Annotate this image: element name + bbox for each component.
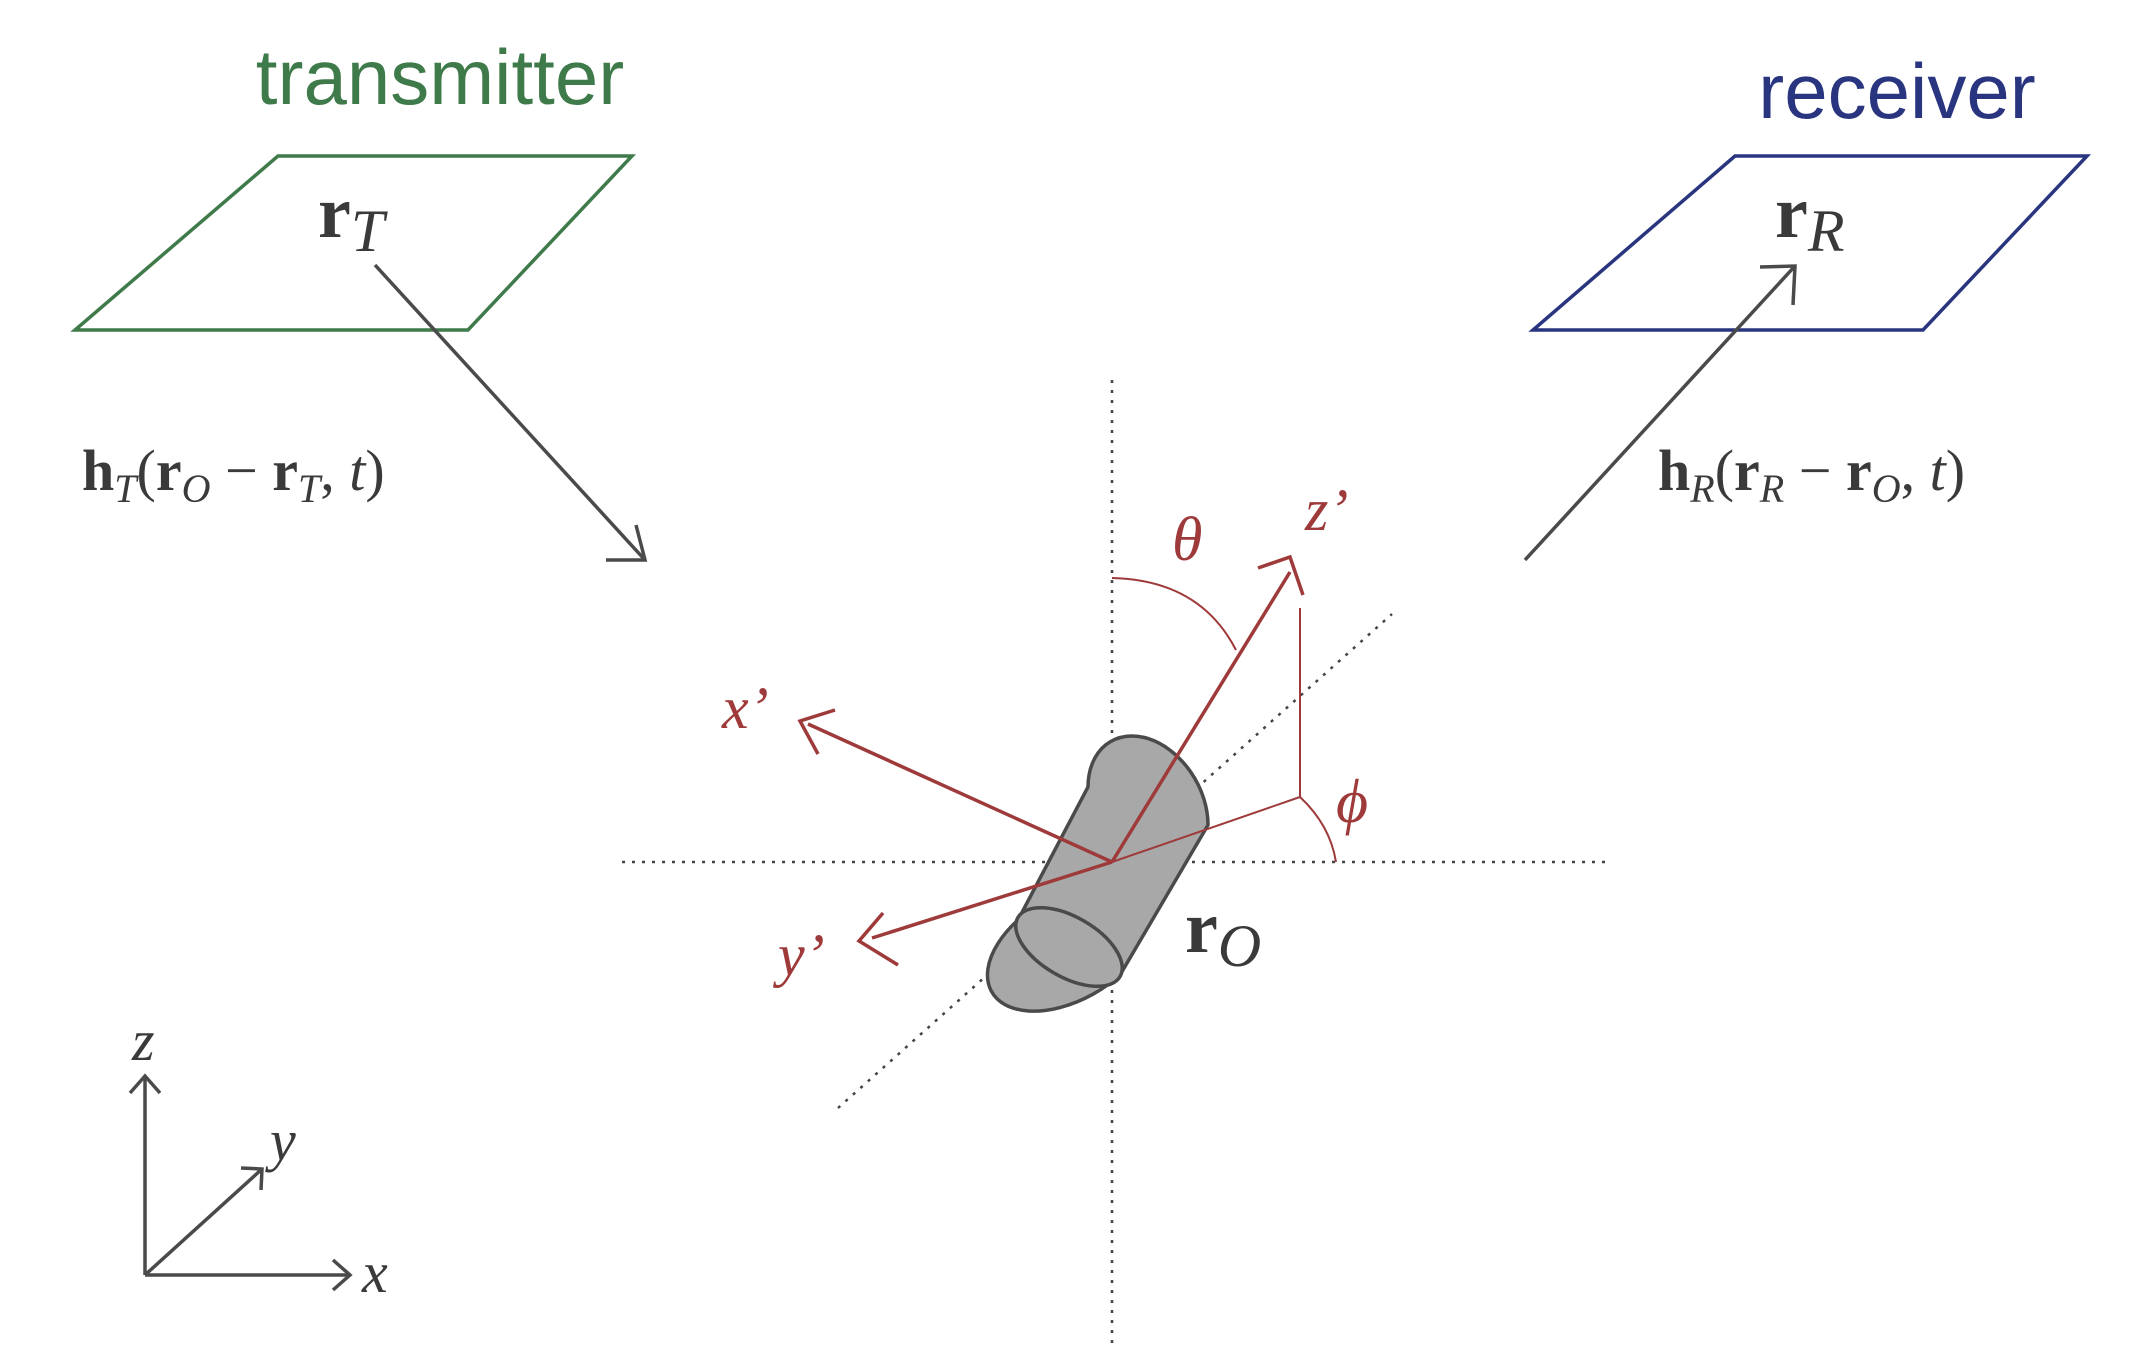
theta-label: θ [1172,506,1202,574]
receiver-title: receiver [1758,47,2035,135]
phi-label: ϕ [1336,768,1368,836]
receiver-arrowhead [1759,264,1797,306]
y-prime-arrowhead [856,911,899,967]
world-z-label: z [131,1008,155,1073]
receiver-plane [1528,154,2092,332]
world-y-label: y [265,1108,296,1173]
x-prime-arrowhead [797,708,836,755]
transmitter-arrowhead [606,524,648,562]
z-prime-label: z’ [1304,477,1348,543]
world-axes [128,1073,353,1292]
z-prime-arrowhead [1257,554,1305,596]
y-prime-axis [871,860,1113,940]
y-prime-label: y’ [772,922,825,988]
world-z-arrowhead [128,1073,162,1095]
transmitter-plane [70,154,637,332]
x-prime-axis [807,722,1113,864]
x-prime-label: x’ [721,675,769,741]
object-position-label: rO [1185,887,1261,979]
transmitter-title: transmitter [256,33,624,121]
world-y-arrowhead [240,1166,264,1191]
transmitter-to-object-arrow [373,263,647,562]
body-frame [797,554,1337,967]
object-to-receiver-arrow [1523,264,1797,562]
phi-arc [1299,796,1337,863]
theta-arc [1111,577,1237,651]
world-y-axis [143,1167,264,1277]
scattering-object [985,734,1210,1013]
world-x-label: x [361,1240,388,1305]
object-cylinder-end [1013,905,1125,989]
receiver-channel-label: hR(rR − rO, t) [1658,438,1965,511]
world-x-arrowhead [331,1258,353,1292]
z-prime-axis [1110,571,1292,863]
transmitter-channel-label: hT(rO − rT, t) [82,438,385,511]
z-prime-ground-projection [1111,796,1301,863]
receiver-position-label: rR [1775,172,1845,264]
transmitter-position-label: rT [318,172,388,264]
